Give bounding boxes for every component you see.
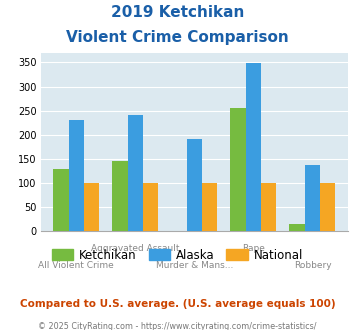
Bar: [230, 108, 246, 231]
Bar: [84, 183, 99, 231]
Bar: [143, 183, 158, 231]
Bar: [289, 224, 305, 231]
Bar: [320, 183, 335, 231]
Legend: Ketchikan, Alaska, National: Ketchikan, Alaska, National: [48, 244, 307, 266]
Bar: [246, 63, 261, 231]
Bar: [187, 140, 202, 231]
Text: Rape: Rape: [242, 244, 265, 253]
Bar: [305, 165, 320, 231]
Bar: [202, 183, 217, 231]
Text: Aggravated Assault: Aggravated Assault: [91, 244, 180, 253]
Text: 2019 Ketchikan: 2019 Ketchikan: [111, 5, 244, 20]
Text: All Violent Crime: All Violent Crime: [38, 261, 114, 270]
Bar: [69, 120, 84, 231]
Bar: [112, 161, 128, 231]
Bar: [53, 169, 69, 231]
Text: © 2025 CityRating.com - https://www.cityrating.com/crime-statistics/: © 2025 CityRating.com - https://www.city…: [38, 322, 317, 330]
Bar: [261, 183, 277, 231]
Bar: [128, 115, 143, 231]
Text: Violent Crime Comparison: Violent Crime Comparison: [66, 30, 289, 45]
Text: Robbery: Robbery: [294, 261, 331, 270]
Text: Murder & Mans...: Murder & Mans...: [156, 261, 233, 270]
Text: Compared to U.S. average. (U.S. average equals 100): Compared to U.S. average. (U.S. average …: [20, 299, 335, 309]
